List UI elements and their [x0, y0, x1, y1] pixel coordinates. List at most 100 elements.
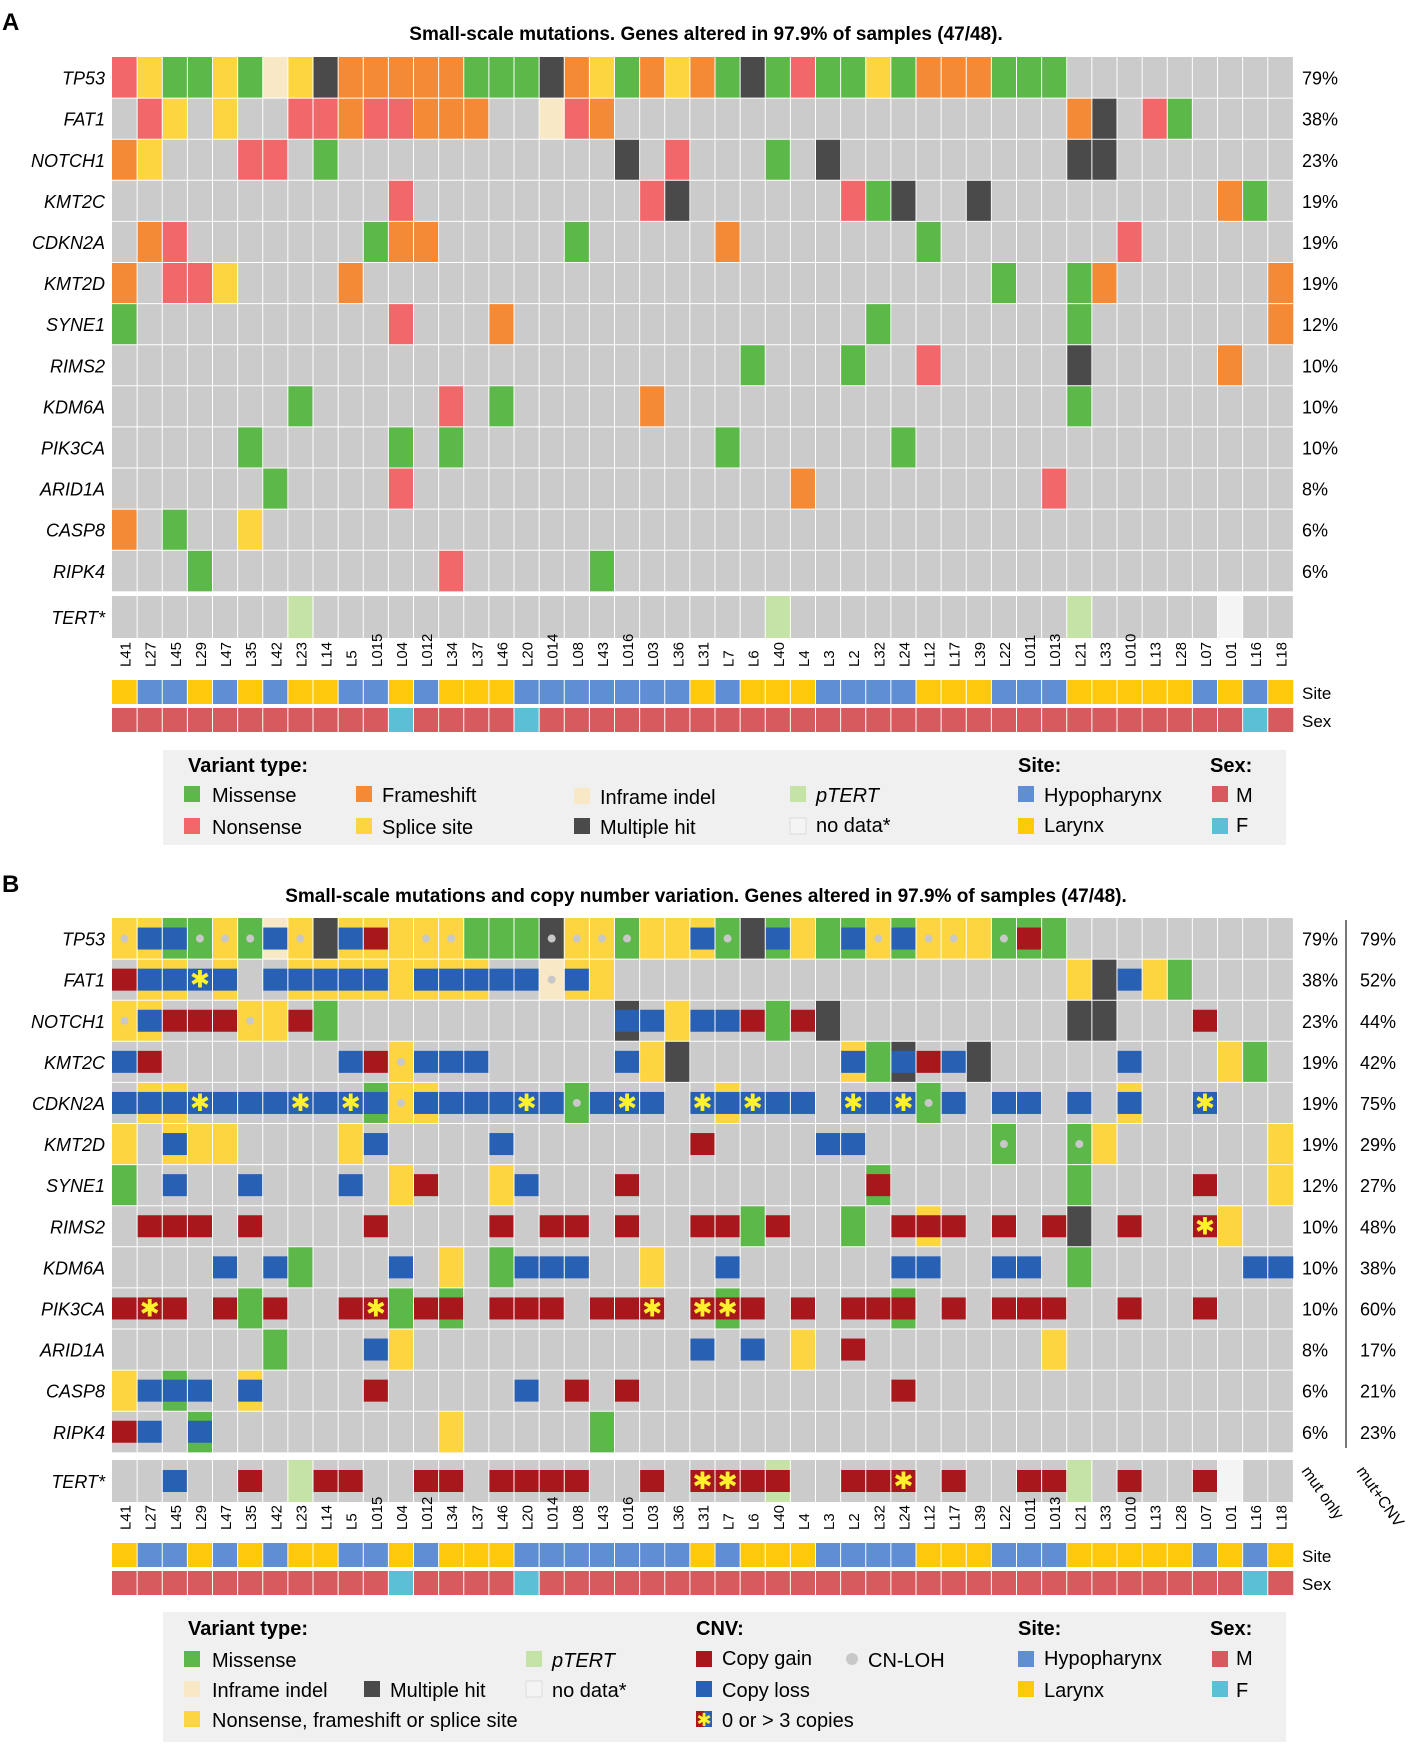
copy-gain-cell — [1041, 1215, 1068, 1238]
site-cell — [162, 680, 188, 704]
copy-loss-cell — [237, 1174, 264, 1197]
copy-loss-cell — [212, 968, 239, 991]
mutation-cell — [413, 221, 440, 263]
copy-loss-cell — [564, 968, 590, 991]
site-cell — [1217, 1543, 1244, 1567]
sex-cell — [840, 1571, 867, 1595]
sex-cell — [1142, 708, 1168, 732]
legend-b-sex-title: Sex: — [1210, 1618, 1252, 1640]
site-cell — [287, 1543, 314, 1567]
site-cell — [865, 1543, 892, 1567]
mutation-cell — [664, 1041, 691, 1083]
mutation-cell — [765, 1000, 791, 1042]
percent-label: 19% — [1302, 233, 1338, 253]
site-cell — [237, 1543, 264, 1567]
percent-total-label: 44% — [1360, 1012, 1396, 1032]
site-cell — [112, 680, 138, 704]
copy-gain-cell — [890, 1379, 917, 1402]
sample-label: L01 — [1223, 642, 1240, 667]
copy-loss-cell — [539, 1091, 565, 1114]
mutation-cell — [639, 180, 666, 222]
legend-b-missense-label: Missense — [212, 1650, 296, 1672]
mutation-cell — [991, 262, 1017, 304]
mutation-cell — [639, 1246, 666, 1288]
mutation-cell — [1242, 1041, 1269, 1083]
sex-cell — [262, 1571, 289, 1595]
copy-loss-cell — [991, 1256, 1017, 1279]
copy-loss-cell — [413, 1050, 440, 1073]
mutation-cell — [564, 57, 590, 99]
site-cell — [715, 680, 741, 704]
copy-loss-cell — [363, 1091, 389, 1114]
sample-label: L14 — [319, 642, 336, 667]
mutation-cell — [463, 57, 490, 99]
copy-loss-cell — [1267, 1256, 1294, 1279]
sample-label: L39 — [972, 642, 989, 667]
sex-cell — [438, 1571, 465, 1595]
site-cell — [1242, 680, 1269, 704]
copies-star-marker: ✱ — [517, 1090, 537, 1117]
sample-label: L17 — [947, 1505, 964, 1530]
cnloh-dot — [195, 934, 204, 943]
site-cell — [589, 1543, 615, 1567]
sample-label: L3 — [821, 650, 838, 667]
sample-label: L4 — [796, 650, 813, 667]
copy-loss-cell — [564, 1256, 590, 1279]
copy-gain-cell — [1192, 1297, 1218, 1320]
copy-loss-cell — [187, 968, 213, 991]
mutation-cell — [388, 1287, 414, 1329]
copy-gain-cell — [488, 1297, 515, 1320]
mutation-cell — [237, 509, 264, 551]
sex-cell — [865, 708, 892, 732]
legend-a-inframe-label: Inframe indel — [600, 787, 716, 809]
mutation-cell — [187, 262, 213, 304]
copy-loss-cell — [363, 968, 389, 991]
site-cell — [1192, 1543, 1218, 1567]
copy-gain-cell — [1117, 1297, 1143, 1320]
percent-total-label: 23% — [1360, 1423, 1396, 1443]
legend-a-frameshift-swatch — [356, 786, 372, 802]
copy-gain-cell — [1117, 1215, 1143, 1238]
mutation-cell — [1217, 344, 1244, 386]
panel-b-letter: B — [2, 871, 19, 898]
copy-gain-cell — [187, 1009, 213, 1032]
copy-loss-cell — [715, 1009, 741, 1032]
sample-label: L013 — [1047, 1497, 1064, 1530]
sample-label: L7 — [721, 650, 738, 667]
mutation-cell — [1066, 1205, 1093, 1247]
mutation-cell — [916, 57, 942, 99]
copy-loss-cell — [916, 1256, 942, 1279]
copy-gain-cell — [162, 1215, 188, 1238]
copy-loss-cell — [488, 1133, 515, 1156]
copy-gain-cell — [614, 1297, 641, 1320]
percent-total-label: 17% — [1360, 1341, 1396, 1361]
copy-loss-cell — [313, 968, 339, 991]
site-cell — [1117, 1543, 1143, 1567]
sample-label: L33 — [1097, 1505, 1114, 1530]
copy-gain-cell — [237, 1215, 264, 1238]
percent-mut-label: 19% — [1302, 1135, 1338, 1155]
mutation-cell — [162, 262, 188, 304]
sex-cell — [1267, 708, 1294, 732]
copy-gain-cell — [639, 1470, 666, 1492]
percent-label: 10% — [1302, 356, 1338, 376]
mutation-cell — [1142, 959, 1168, 1001]
mutation-cell — [313, 57, 339, 99]
copy-loss-cell — [639, 1009, 666, 1032]
mutation-cell — [589, 57, 615, 99]
copy-loss-cell — [941, 1050, 967, 1073]
site-cell — [890, 680, 917, 704]
tert-cell — [1066, 596, 1093, 638]
gene-row — [112, 1411, 1293, 1453]
legend-b-ptert-swatch — [526, 1651, 542, 1667]
mutation-cell — [941, 57, 967, 99]
legend-b-nfs-swatch — [184, 1711, 200, 1727]
mutation-cell — [438, 426, 465, 468]
mutation-cell — [488, 303, 515, 345]
cnloh-dot — [572, 1098, 581, 1107]
sample-label: L36 — [670, 1505, 687, 1530]
percent-total-label: 60% — [1360, 1299, 1396, 1319]
sample-label: L46 — [494, 1505, 511, 1530]
sample-label: L014 — [545, 1497, 562, 1530]
